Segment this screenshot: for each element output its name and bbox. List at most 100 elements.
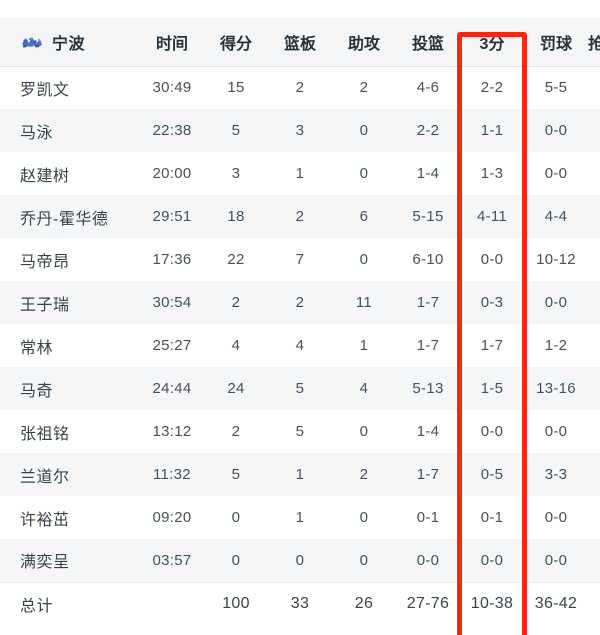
minutes-value <box>140 581 204 625</box>
minutes-value: 03:57 <box>140 539 204 582</box>
player-name: 马奇 <box>0 367 140 410</box>
three-point-value: 1-1 <box>460 109 524 152</box>
table-row[interactable]: 常林 25:27 4 4 1 1-7 1-7 1-2 <box>0 324 600 367</box>
table-body: 罗凯文 30:49 15 2 2 4-6 2-2 5-5 马泳 22:38 5 3 0 2-2 1-1 0-0… <box>0 66 600 625</box>
row-overflow-cell <box>588 109 600 152</box>
minutes-value: 30:54 <box>140 281 204 324</box>
column-header-free-throws[interactable]: 罚球 <box>524 18 588 67</box>
free-throws-value: 1-2 <box>524 324 588 367</box>
free-throws-value: 13-16 <box>524 367 588 410</box>
total-label: 总计 <box>0 581 140 625</box>
table-row[interactable]: 许裕茁 09:20 0 1 0 0-1 0-1 0-0 <box>0 496 600 539</box>
assists-value: 4 <box>332 367 396 410</box>
minutes-value: 11:32 <box>140 453 204 496</box>
row-overflow-cell <box>588 66 600 109</box>
rebounds-value: 1 <box>268 152 332 195</box>
column-header-points[interactable]: 得分 <box>204 18 268 67</box>
table-row[interactable]: 罗凯文 30:49 15 2 2 4-6 2-2 5-5 <box>0 66 600 109</box>
field-goals-value: 0-0 <box>396 539 460 582</box>
top-gutter <box>0 0 600 18</box>
column-header-field-goals[interactable]: 投篮 <box>396 18 460 67</box>
column-header-three-point[interactable]: 3分 <box>460 18 524 67</box>
row-overflow-cell <box>588 367 600 410</box>
player-name: 乔丹-霍华德 <box>0 195 140 238</box>
three-point-value: 0-0 <box>460 410 524 453</box>
rebounds-value: 7 <box>268 238 332 281</box>
table-row[interactable]: 王子瑞 30:54 2 2 11 1-7 0-3 0-0 <box>0 281 600 324</box>
minutes-value: 13:12 <box>140 410 204 453</box>
player-name: 马帝昂 <box>0 238 140 281</box>
points-value: 18 <box>204 195 268 238</box>
rebounds-value: 1 <box>268 453 332 496</box>
field-goals-value: 1-4 <box>396 152 460 195</box>
three-point-value: 10-38 <box>460 581 524 625</box>
rebounds-value: 2 <box>268 195 332 238</box>
assists-value: 0 <box>332 496 396 539</box>
player-name: 罗凯文 <box>0 66 140 109</box>
rebounds-value: 4 <box>268 324 332 367</box>
column-header-next-partial[interactable]: 抢 <box>588 18 600 67</box>
points-value: 3 <box>204 152 268 195</box>
row-overflow-cell <box>588 539 600 582</box>
field-goals-value: 6-10 <box>396 238 460 281</box>
table-row[interactable]: 马帝昂 17:36 22 7 0 6-10 0-0 10-12 <box>0 238 600 281</box>
minutes-value: 25:27 <box>140 324 204 367</box>
points-value: 100 <box>204 581 268 625</box>
player-name: 兰道尔 <box>0 453 140 496</box>
points-value: 5 <box>204 109 268 152</box>
player-name: 张祖铭 <box>0 410 140 453</box>
free-throws-value: 0-0 <box>524 281 588 324</box>
free-throws-value: 3-3 <box>524 453 588 496</box>
three-point-value: 2-2 <box>460 66 524 109</box>
free-throws-value: 10-12 <box>524 238 588 281</box>
table-row[interactable]: 乔丹-霍华德 29:51 18 2 6 5-15 4-11 4-4 <box>0 195 600 238</box>
points-value: 4 <box>204 324 268 367</box>
table-row[interactable]: 赵建树 20:00 3 1 0 1-4 1-3 0-0 <box>0 152 600 195</box>
column-header-rebounds[interactable]: 篮板 <box>268 18 332 67</box>
minutes-value: 29:51 <box>140 195 204 238</box>
field-goals-value: 4-6 <box>396 66 460 109</box>
field-goals-value: 1-7 <box>396 324 460 367</box>
player-name: 常林 <box>0 324 140 367</box>
rebounds-value: 5 <box>268 410 332 453</box>
minutes-value: 30:49 <box>140 66 204 109</box>
rebounds-value: 0 <box>268 539 332 582</box>
assists-value: 0 <box>332 410 396 453</box>
minutes-value: 22:38 <box>140 109 204 152</box>
row-overflow-cell <box>588 195 600 238</box>
field-goals-value: 0-1 <box>396 496 460 539</box>
row-overflow-cell <box>588 453 600 496</box>
table-row-total[interactable]: 总计 100 33 26 27-76 10-38 36-42 <box>0 581 600 625</box>
field-goals-value: 2-2 <box>396 109 460 152</box>
rebounds-value: 3 <box>268 109 332 152</box>
free-throws-value: 0-0 <box>524 152 588 195</box>
assists-value: 0 <box>332 539 396 582</box>
points-value: 2 <box>204 281 268 324</box>
rebounds-value: 2 <box>268 281 332 324</box>
table-row[interactable]: 张祖铭 13:12 2 5 0 1-4 0-0 0-0 <box>0 410 600 453</box>
assists-value: 6 <box>332 195 396 238</box>
free-throws-value: 0-0 <box>524 109 588 152</box>
player-name: 马泳 <box>0 109 140 152</box>
table-row[interactable]: 马泳 22:38 5 3 0 2-2 1-1 0-0 <box>0 109 600 152</box>
points-value: 15 <box>204 66 268 109</box>
three-point-value: 0-1 <box>460 496 524 539</box>
column-header-minutes[interactable]: 时间 <box>140 18 204 67</box>
field-goals-value: 5-13 <box>396 367 460 410</box>
table-row[interactable]: 马奇 24:44 24 5 4 5-13 1-5 13-16 <box>0 367 600 410</box>
column-header-team[interactable]: 宁波 <box>0 18 140 67</box>
three-point-value: 1-3 <box>460 152 524 195</box>
assists-value: 26 <box>332 581 396 625</box>
three-point-value: 0-0 <box>460 238 524 281</box>
table-row[interactable]: 兰道尔 11:32 5 1 2 1-7 0-5 3-3 <box>0 453 600 496</box>
three-point-value: 1-5 <box>460 367 524 410</box>
free-throws-value: 4-4 <box>524 195 588 238</box>
table-row[interactable]: 满奕呈 03:57 0 0 0 0-0 0-0 0-0 <box>0 539 600 582</box>
free-throws-value: 0-0 <box>524 496 588 539</box>
assists-value: 0 <box>332 152 396 195</box>
column-header-assists[interactable]: 助攻 <box>332 18 396 67</box>
minutes-value: 09:20 <box>140 496 204 539</box>
row-overflow-cell <box>588 581 600 625</box>
points-value: 0 <box>204 496 268 539</box>
field-goals-value: 1-4 <box>396 410 460 453</box>
